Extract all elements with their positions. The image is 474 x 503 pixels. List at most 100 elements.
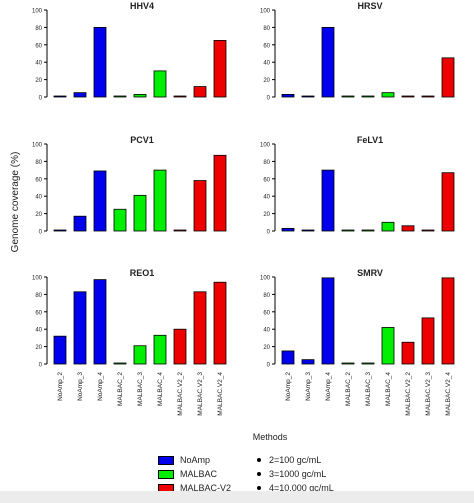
y-tick-label: 0 [267,230,271,236]
legend-item-conc-3: 3=1000 gc/mL [257,467,334,481]
y-tick-label: 0 [39,230,43,236]
panel-title: HHV4 [130,1,154,11]
bar-noamp_3 [301,95,315,98]
legend-label-malbac: MALBAC [180,469,218,479]
bar-malbac_3 [361,229,375,232]
y-tick-label: 20 [35,345,42,351]
legend-label-conc-3: 3=1000 gc/mL [269,469,327,479]
bar-malbac_4 [153,169,167,232]
x-tick-label: MALBAC.V2_4 [217,372,224,416]
legend-dot [257,472,261,476]
bar-noamp_4 [93,170,107,232]
x-tick-label: MALBAC_3 [365,372,372,406]
bar-malbac-v2_3 [193,86,207,98]
bar-malbac_2 [341,229,355,232]
bar-noamp_2 [281,350,295,365]
legend-swatch-noamp [158,455,174,465]
bar-malbac-v2_2 [401,341,415,365]
bar-noamp_2 [53,229,67,232]
panel-hhv4: HHV4 0 20 40 60 80 100 [32,1,227,102]
y-tick-label: 40 [35,328,42,334]
x-tick-label: MALBAC_4 [385,372,392,406]
x-tick-label: NoAmp_3 [77,372,84,401]
bar-noamp_2 [53,335,67,365]
bar-malbac-v2_2 [401,95,415,98]
bar-malbac-v2_2 [401,225,415,232]
x-tick-label: NoAmp_2 [285,372,292,401]
x-tick-label: MALBAC.V2_3 [197,372,204,416]
bar-malbac-v2_2 [173,95,187,98]
bar-noamp_3 [301,359,315,365]
panel-title: FeLV1 [357,135,383,145]
legend-concentrations: 2=100 gc/mL 3=1000 gc/mL 4=10,000 gc/mL [257,453,334,495]
x-tick-label: MALBAC_2 [345,372,352,406]
y-tick-label: 20 [35,212,42,218]
y-tick-label: 20 [263,78,270,84]
y-tick-label: 40 [35,61,42,67]
y-tick-label: 80 [35,293,42,299]
footer-strip [0,491,474,503]
bar-malbac_2 [341,95,355,98]
x-tick-label: MALBAC.V2_2 [177,372,184,416]
y-tick-label: 40 [263,328,270,334]
bar-malbac_4 [381,221,395,232]
legend-label-conc-2: 2=100 gc/mL [269,455,322,465]
y-tick-label: 80 [263,26,270,32]
x-tick-label: NoAmp_3 [305,372,312,401]
legend-label-malbac-v2: MALBAC-V2 [180,483,232,493]
y-tick-label: 20 [35,78,42,84]
y-tick-label: 40 [35,195,42,201]
bar-malbac-v2_4 [441,277,455,365]
bar-noamp_3 [73,291,87,365]
x-tick-label: NoAmp_2 [57,372,64,401]
y-tick-label: 60 [263,177,270,183]
legend-item-malbac: MALBAC [158,467,231,481]
y-tick-label: 100 [260,276,271,282]
bar-malbac_2 [113,208,127,232]
panel-pcv1: PCV1 0 20 40 60 80 100 [32,135,227,236]
y-tick-label: 0 [267,363,271,369]
y-tick-label: 80 [35,26,42,32]
bar-malbac-v2_3 [421,95,435,98]
bar-malbac-v2_3 [193,291,207,365]
panel-title: PCV1 [130,135,154,145]
bar-malbac_3 [133,93,147,98]
y-tick-label: 80 [263,160,270,166]
bar-malbac_4 [153,70,167,98]
y-tick-label: 0 [267,96,271,102]
bar-noamp_2 [53,95,67,98]
legend-label-noamp: NoAmp [180,455,211,465]
y-tick-label: 40 [263,195,270,201]
y-tick-label: 0 [39,363,43,369]
y-tick-label: 40 [263,61,270,67]
bar-malbac-v2_3 [421,229,435,232]
bar-malbac_4 [381,327,395,365]
panel-hrsv: HRSV 0 20 40 60 80 100 [260,1,455,102]
bar-malbac_2 [113,362,127,365]
panel-title: SMRV [357,268,383,278]
y-tick-label: 60 [263,43,270,49]
bar-noamp_4 [321,277,335,365]
bar-malbac_4 [153,334,167,365]
bar-malbac-v2_4 [441,172,455,232]
x-tick-label: MALBAC.V2_2 [405,372,412,416]
panel-title: REO1 [130,268,155,278]
y-tick-label: 80 [263,293,270,299]
bar-malbac_4 [381,92,395,98]
x-tick-label: NoAmp_4 [325,372,332,401]
bar-noamp_2 [281,227,295,232]
bar-noamp_4 [321,169,335,232]
x-tick-label: MALBAC.V2_4 [445,372,452,416]
bar-noamp_4 [93,26,107,98]
y-tick-label: 100 [260,9,271,15]
y-tick-label: 60 [35,43,42,49]
legend-item-conc-2: 2=100 gc/mL [257,453,334,467]
y-tick-label: 60 [35,310,42,316]
bar-noamp_3 [73,215,87,232]
panel-smrv: SMRV 0 20 40 60 80 100 NoAmp_2 NoAmp_3 NoAmp_4 MAL… [260,268,455,416]
bar-malbac-v2_4 [213,154,227,232]
y-tick-label: 60 [263,310,270,316]
bar-malbac_2 [113,95,127,98]
y-tick-label: 100 [32,143,43,149]
